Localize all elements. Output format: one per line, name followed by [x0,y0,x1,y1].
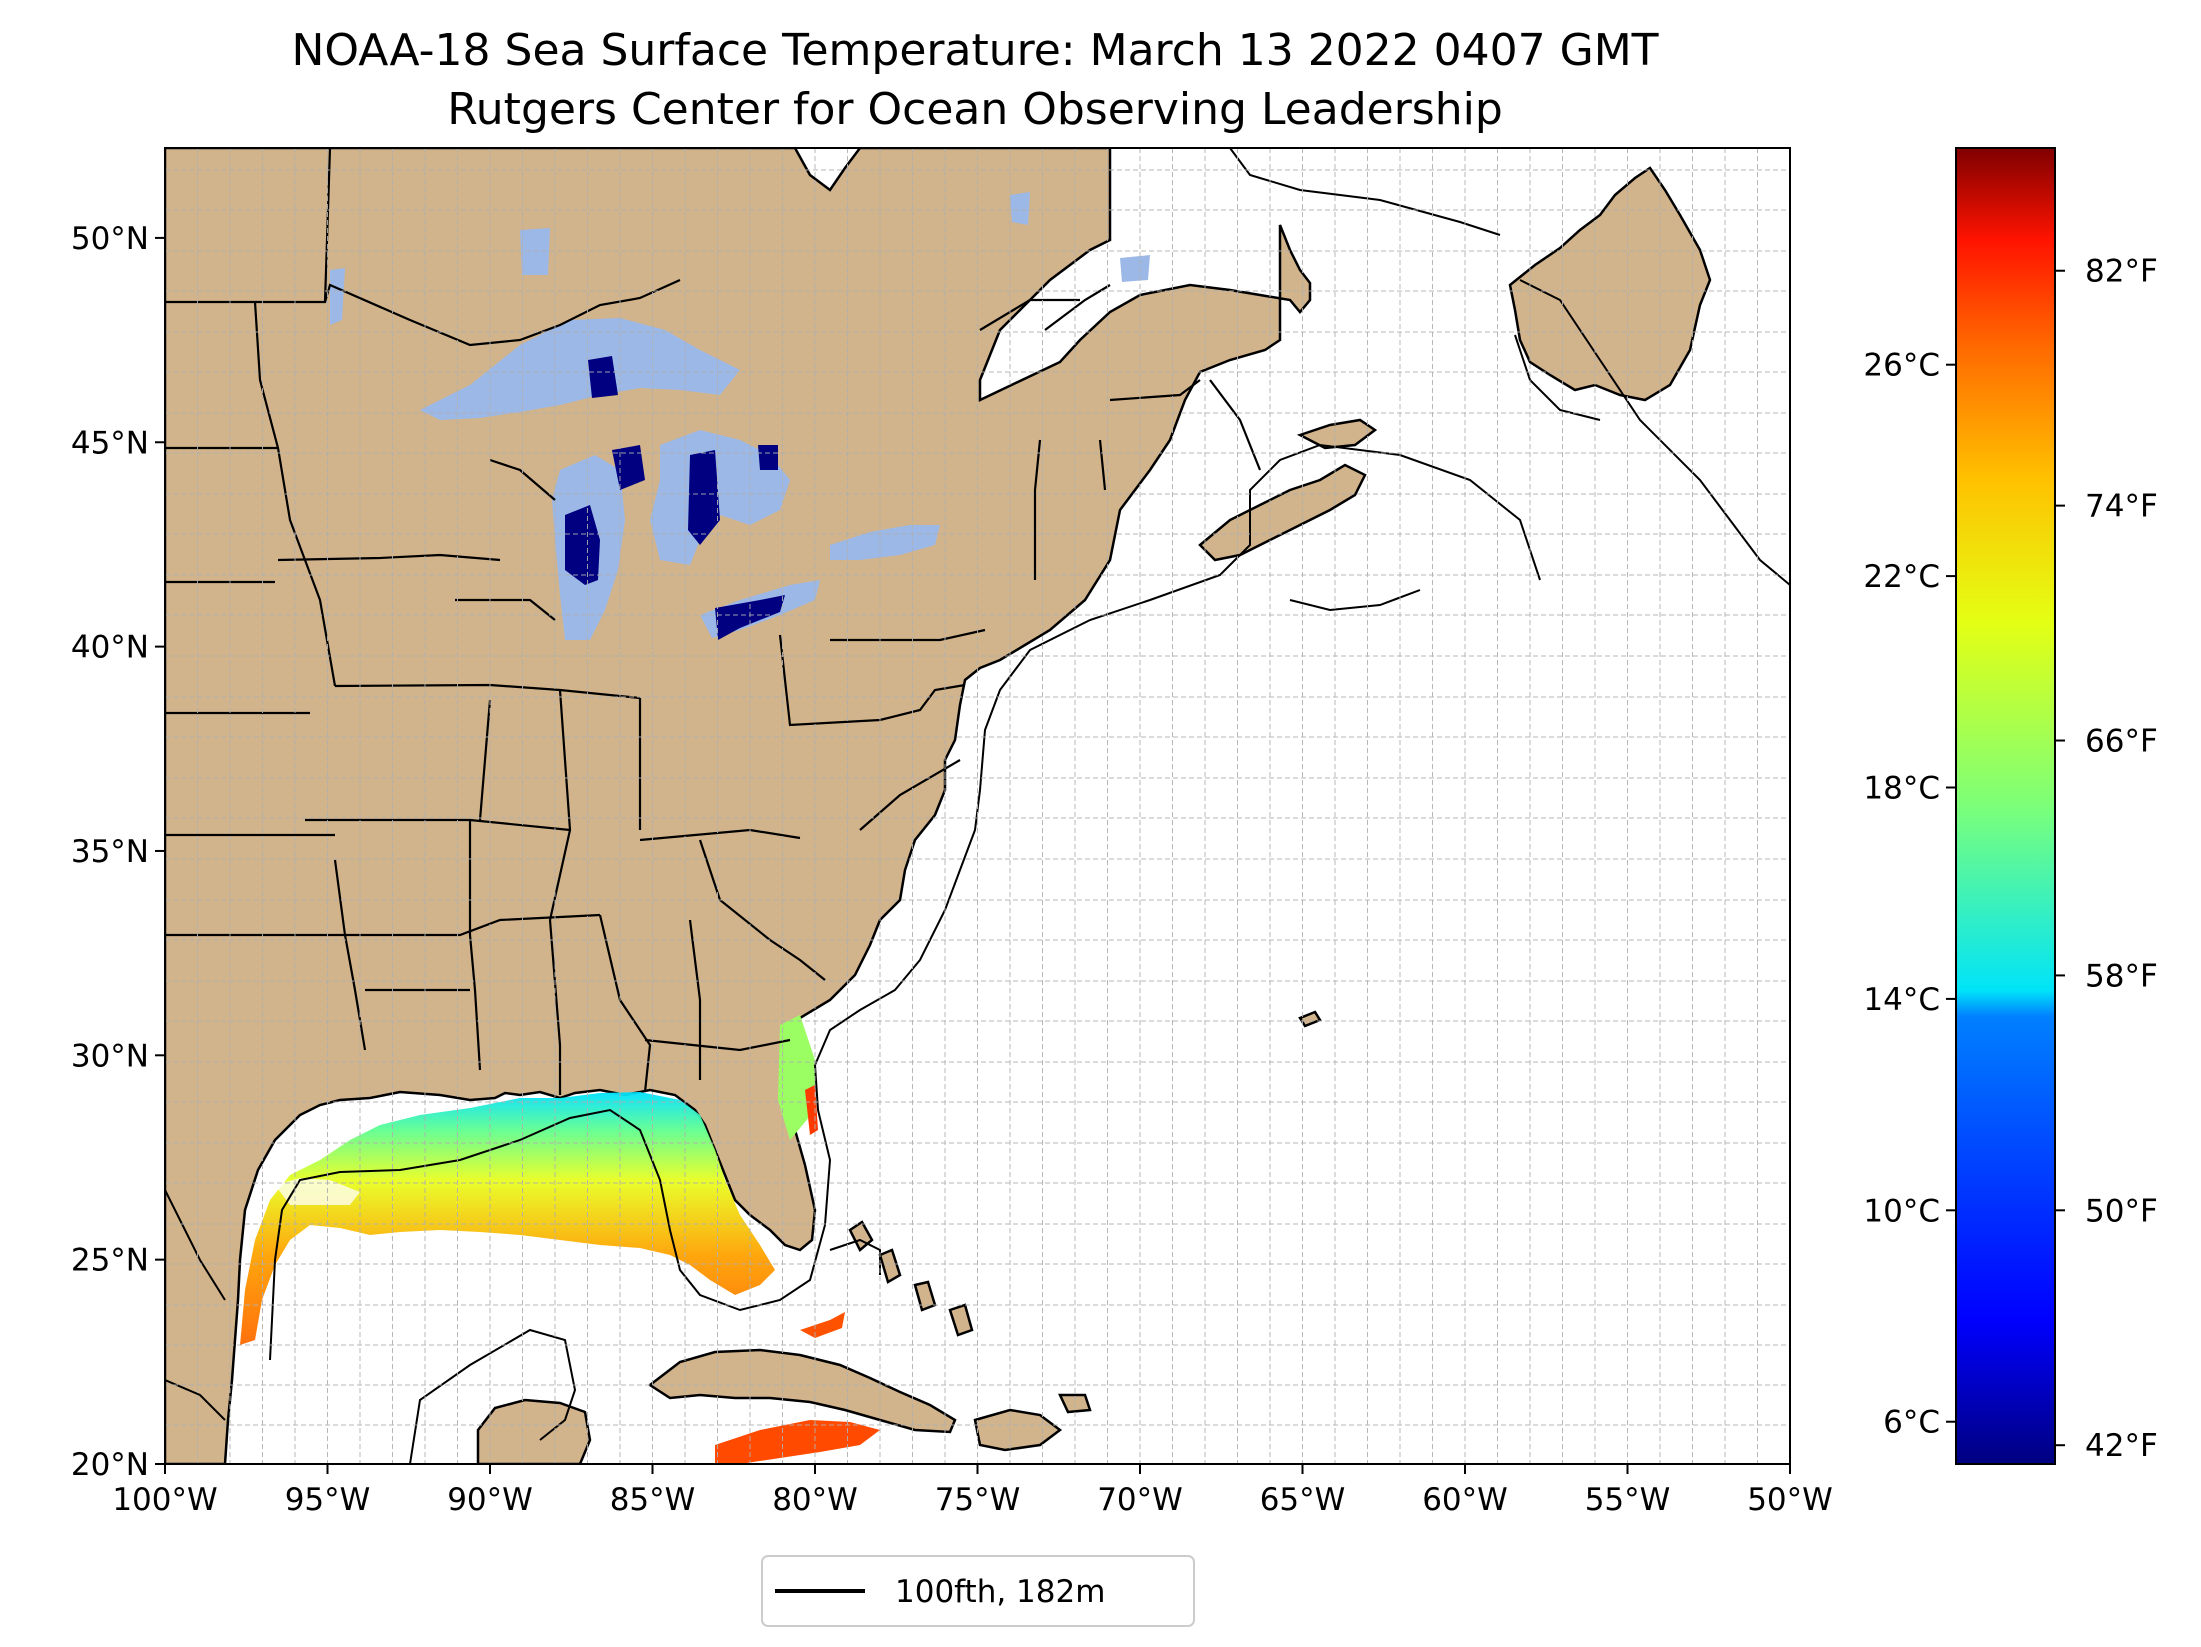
hispaniola-land [973,1408,1063,1452]
fahrenheit-tick-label: 66°F [2085,724,2158,760]
lat-tick-label: 35°N [71,834,149,870]
longitude-ticks: 100°W 95°W 90°W 85°W 80°W 75°W 70°W 65°W 60°W 55°… [112,1464,1833,1518]
lon-tick-label: 100°W [112,1482,217,1518]
fahrenheit-tick-label: 58°F [2085,958,2158,994]
lon-tick-label: 65°W [1260,1482,1346,1518]
florida-straits-sst [800,1312,845,1338]
lat-tick-label: 20°N [71,1447,149,1483]
figure-subtitle: Rutgers Center for Ocean Observing Leade… [447,84,1503,135]
map-panel: 100°W 95°W 90°W 85°W 80°W 75°W 70°W 65°W 60°W 55°… [71,147,1833,1518]
lat-tick-label: 25°N [71,1243,149,1279]
lon-tick-label: 80°W [772,1482,858,1518]
gulf-sst-swath [240,1092,775,1345]
lat-tick-label: 30°N [71,1038,149,1074]
celsius-tick-label: 26°C [1863,348,1940,384]
lon-tick-label: 95°W [285,1482,371,1518]
colorbar: 6°C 10°C 14°C 18°C 22°C 26°C 42°F 50°F 58°F 66°F… [1863,147,2158,1465]
lat-tick-label: 50°N [71,221,149,257]
bahamas-islands [848,1220,1092,1414]
lake-superior [420,318,740,420]
nova-scotia-land [1198,463,1367,562]
latitude-ticks: 20°N 25°N 30°N 35°N 40°N 45°N 50°N [71,221,165,1483]
atlantic-coast-sst [778,1015,815,1140]
celsius-tick-label: 14°C [1863,982,1940,1018]
legend-label: 100fth, 182m [895,1574,1105,1610]
lon-tick-label: 60°W [1422,1482,1508,1518]
fahrenheit-tick-label: 82°F [2085,254,2158,290]
caribbean-sst [715,1420,880,1464]
cuba-land [647,1348,957,1434]
colorbar-celsius-ticks: 6°C 10°C 14°C 18°C 22°C 26°C [1863,348,1956,1441]
gulf-stream-warm-strip [805,1085,818,1135]
legend: 100fth, 182m [761,1555,1195,1627]
bermuda-islet [1298,1010,1322,1028]
lon-tick-label: 85°W [610,1482,696,1518]
graticule-grid [165,148,1790,1464]
lon-tick-label: 90°W [447,1482,533,1518]
lat-tick-label: 40°N [71,630,149,666]
lon-tick-label: 55°W [1585,1482,1671,1518]
cold-lake-patches [565,356,785,640]
fahrenheit-tick-label: 42°F [2085,1428,2158,1464]
celsius-tick-label: 18°C [1863,771,1940,807]
figure-title: NOAA-18 Sea Surface Temperature: March 1… [291,25,1658,76]
prince-edward-island [1296,418,1378,450]
celsius-tick-label: 6°C [1883,1405,1940,1441]
north-america-land [165,148,1312,1464]
colorbar-body [1955,147,2056,1465]
celsius-tick-label: 22°C [1863,559,1940,595]
lat-tick-label: 45°N [71,425,149,461]
lon-tick-label: 70°W [1097,1482,1183,1518]
legend-box [761,1555,1195,1627]
colorbar-fahrenheit-ticks: 42°F 50°F 58°F 66°F 74°F 82°F [2055,254,2158,1464]
celsius-tick-label: 10°C [1863,1193,1940,1229]
yucatan-land [476,1398,592,1464]
fahrenheit-tick-label: 74°F [2085,489,2158,525]
lon-tick-label: 75°W [935,1482,1021,1518]
fahrenheit-tick-label: 50°F [2085,1193,2158,1229]
lon-tick-label: 50°W [1747,1482,1833,1518]
